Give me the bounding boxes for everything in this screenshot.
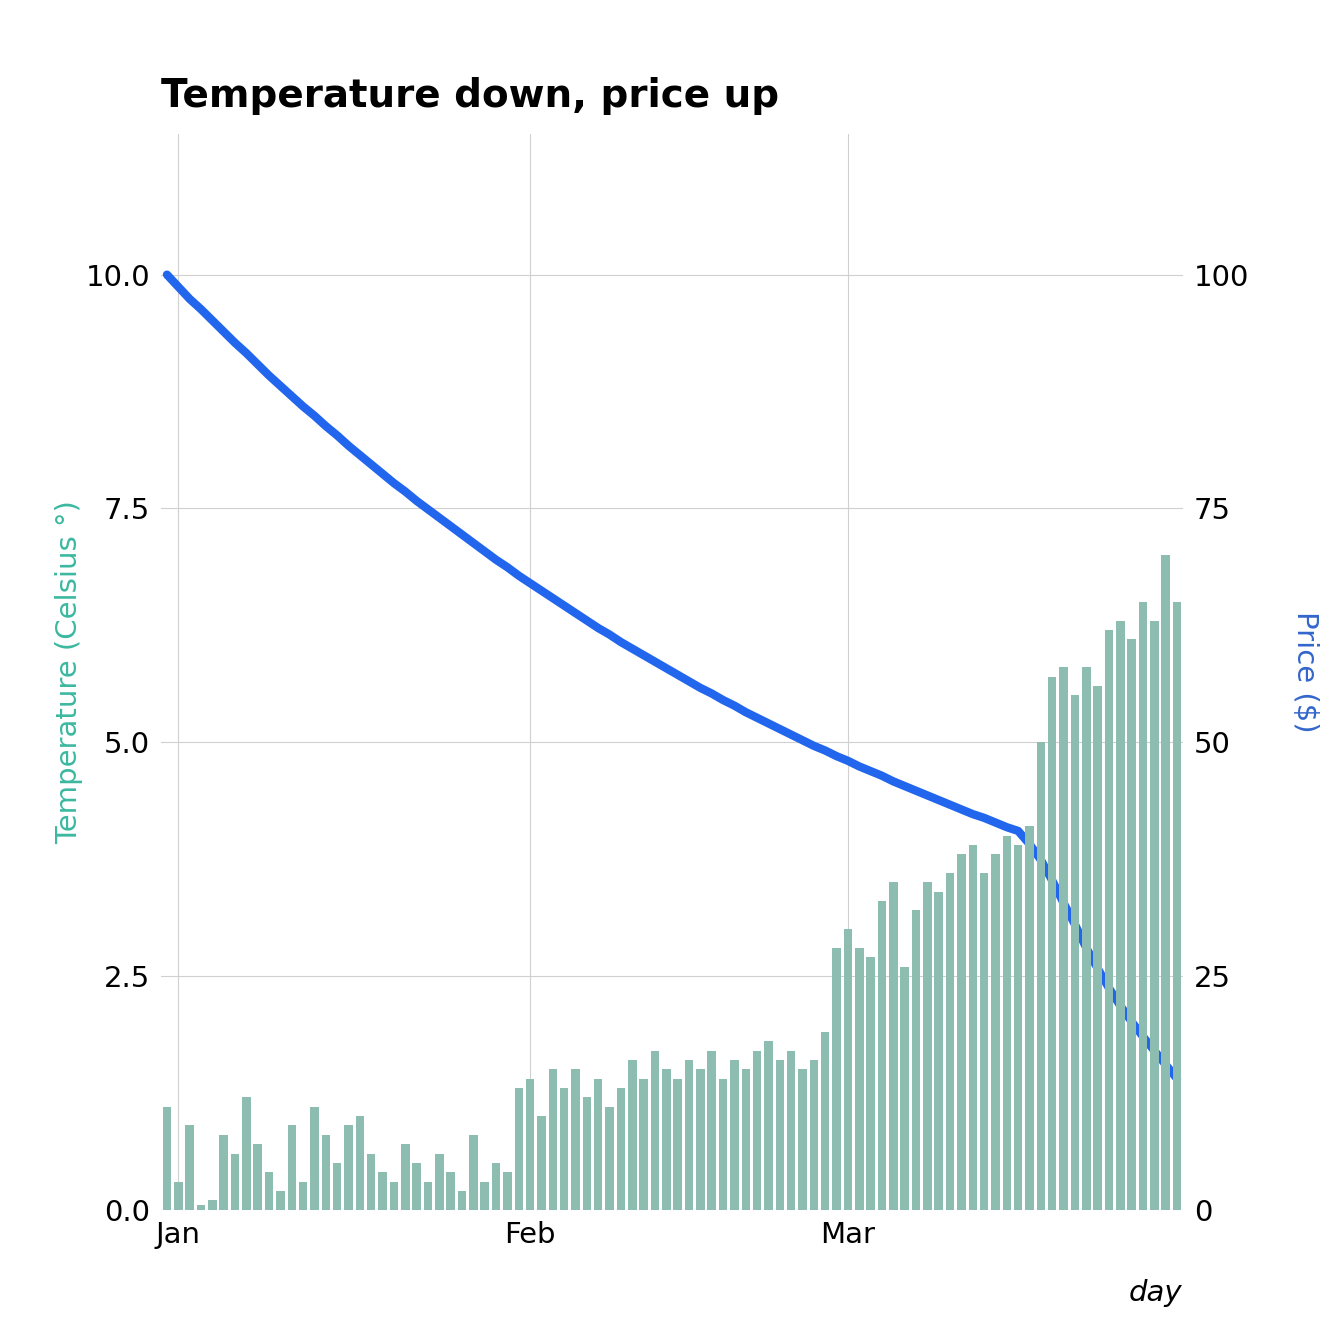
Bar — [878, 900, 886, 1210]
Bar — [321, 1134, 331, 1210]
Bar — [390, 1181, 398, 1210]
Bar — [1036, 742, 1046, 1210]
Bar — [1094, 685, 1102, 1210]
Bar — [742, 1070, 750, 1210]
Bar — [344, 1125, 352, 1210]
Bar — [855, 948, 863, 1210]
Text: Temperature down, price up: Temperature down, price up — [161, 77, 780, 114]
Bar — [1048, 676, 1056, 1210]
Bar — [663, 1070, 671, 1210]
Bar — [310, 1106, 319, 1210]
Bar — [265, 1172, 273, 1210]
Bar — [1128, 640, 1136, 1210]
Bar — [548, 1070, 556, 1210]
Bar — [446, 1172, 454, 1210]
Bar — [707, 1051, 716, 1210]
Bar — [821, 1032, 829, 1210]
Bar — [992, 855, 1000, 1210]
Bar — [719, 1079, 727, 1210]
Bar — [673, 1079, 681, 1210]
Bar — [458, 1191, 466, 1210]
Bar — [1161, 555, 1169, 1210]
Bar — [208, 1200, 216, 1210]
Y-axis label: Temperature (Celsius °): Temperature (Celsius °) — [55, 500, 83, 844]
Bar — [481, 1181, 489, 1210]
Bar — [1150, 621, 1159, 1210]
Bar — [730, 1060, 739, 1210]
Bar — [423, 1181, 433, 1210]
Bar — [1071, 695, 1079, 1210]
Bar — [969, 845, 977, 1210]
Bar — [788, 1051, 796, 1210]
Bar — [401, 1144, 410, 1210]
Bar — [753, 1051, 761, 1210]
Bar — [1105, 630, 1113, 1210]
Bar — [367, 1153, 375, 1210]
Bar — [185, 1125, 194, 1210]
Bar — [911, 910, 921, 1210]
Bar — [1003, 836, 1011, 1210]
Bar — [435, 1153, 444, 1210]
Bar — [923, 883, 931, 1210]
Bar — [469, 1134, 477, 1210]
Bar — [1025, 827, 1034, 1210]
Bar — [503, 1172, 512, 1210]
Bar — [219, 1134, 228, 1210]
Bar — [867, 957, 875, 1210]
Bar — [196, 1206, 206, 1210]
Bar — [798, 1070, 806, 1210]
Bar — [583, 1098, 591, 1210]
Bar — [492, 1163, 500, 1210]
Bar — [640, 1079, 648, 1210]
Bar — [934, 891, 943, 1210]
Bar — [560, 1089, 569, 1210]
Bar — [571, 1070, 579, 1210]
Bar — [538, 1116, 546, 1210]
Bar — [254, 1144, 262, 1210]
Bar — [900, 966, 909, 1210]
Bar — [980, 874, 988, 1210]
Bar — [809, 1060, 818, 1210]
Bar — [379, 1172, 387, 1210]
Bar — [1013, 845, 1023, 1210]
Bar — [1059, 668, 1067, 1210]
Bar — [628, 1060, 637, 1210]
Y-axis label: Price ($): Price ($) — [1290, 612, 1318, 732]
Bar — [650, 1051, 659, 1210]
Bar — [515, 1089, 523, 1210]
Bar — [413, 1163, 421, 1210]
Bar — [844, 929, 852, 1210]
Bar — [1138, 602, 1148, 1210]
Bar — [277, 1191, 285, 1210]
Bar — [163, 1106, 171, 1210]
Bar — [946, 874, 954, 1210]
Bar — [1116, 621, 1125, 1210]
Bar — [526, 1079, 535, 1210]
Bar — [765, 1042, 773, 1210]
Bar — [890, 883, 898, 1210]
Bar — [594, 1079, 602, 1210]
Bar — [684, 1060, 694, 1210]
Bar — [957, 855, 965, 1210]
Bar — [775, 1060, 784, 1210]
Bar — [288, 1125, 296, 1210]
Bar — [333, 1163, 341, 1210]
Bar — [242, 1098, 250, 1210]
Bar — [356, 1116, 364, 1210]
Bar — [231, 1153, 239, 1210]
Bar — [696, 1070, 704, 1210]
Text: day: day — [1129, 1279, 1183, 1308]
Bar — [175, 1181, 183, 1210]
Bar — [605, 1106, 614, 1210]
Bar — [1082, 668, 1090, 1210]
Bar — [298, 1181, 308, 1210]
Bar — [1173, 602, 1181, 1210]
Bar — [617, 1089, 625, 1210]
Bar — [832, 948, 841, 1210]
